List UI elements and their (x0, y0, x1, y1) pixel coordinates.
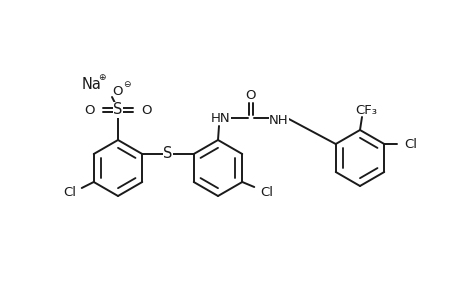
Text: NH: NH (269, 115, 288, 128)
Text: O: O (245, 88, 256, 101)
Text: O: O (112, 85, 123, 98)
Text: Cl: Cl (62, 185, 76, 199)
Text: Na: Na (82, 76, 102, 92)
Text: S: S (113, 103, 123, 118)
Text: Cl: Cl (403, 137, 416, 151)
Text: ⊖: ⊖ (123, 80, 130, 88)
Text: HN: HN (211, 112, 230, 124)
Text: O: O (141, 103, 151, 116)
Text: CF₃: CF₃ (354, 103, 376, 116)
Text: S: S (163, 146, 172, 161)
Text: ⊕: ⊕ (98, 73, 106, 82)
Text: O: O (84, 103, 95, 116)
Text: Cl: Cl (260, 185, 273, 199)
